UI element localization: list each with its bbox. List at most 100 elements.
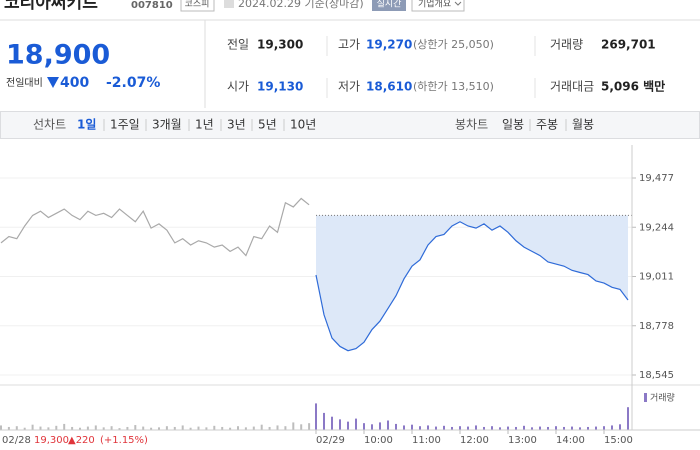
- volume-bar: [427, 425, 429, 430]
- volume-bar: [284, 426, 287, 430]
- realtime-button-box[interactable]: [372, 0, 406, 11]
- volume-bar: [555, 426, 557, 430]
- calendar-icon: [224, 0, 234, 8]
- volume-bar: [579, 427, 581, 430]
- volume-bar: [150, 427, 153, 430]
- volume-bar: [134, 425, 137, 430]
- stat-label: 전일: [227, 38, 249, 52]
- volume-bar: [126, 426, 129, 430]
- volume-bar: [39, 426, 42, 430]
- volume-bar: [611, 425, 613, 430]
- tab[interactable]: 1주일: [110, 118, 140, 132]
- footer-close: 19,300: [34, 435, 69, 446]
- stat-label: 거래량: [550, 38, 583, 52]
- stat-note: (하한가 13,510): [413, 79, 494, 93]
- tab[interactable]: 일봉: [502, 118, 524, 132]
- tab[interactable]: 월봉: [572, 118, 594, 132]
- price-change-pct: -2.07%: [106, 75, 160, 91]
- stat-note: (상한가 25,050): [413, 38, 494, 51]
- tab[interactable]: 1년: [195, 118, 214, 132]
- stat-value: 19,300: [257, 38, 303, 52]
- volume-bar: [55, 425, 58, 430]
- volume-bar: [371, 424, 373, 430]
- stat-value: 19,270: [366, 38, 412, 52]
- tab[interactable]: 3개월: [152, 118, 182, 132]
- volume-bar: [244, 427, 247, 430]
- x-tick-label: 11:00: [412, 435, 441, 446]
- volume-bar: [467, 426, 469, 430]
- tab[interactable]: 1일: [77, 118, 96, 132]
- change-label: 전일대비: [6, 77, 43, 89]
- volume-bar: [619, 424, 621, 430]
- volume-bar: [118, 428, 121, 430]
- volume-bar: [459, 426, 461, 430]
- volume-bar: [483, 426, 485, 430]
- volume-bar: [276, 425, 279, 430]
- tab[interactable]: 10년: [290, 118, 316, 132]
- volume-bar: [142, 426, 145, 430]
- volume-bar: [411, 424, 413, 430]
- volume-bar: [603, 426, 605, 430]
- x-tick-label: 02/29: [316, 435, 345, 446]
- y-tick-label: 19,011: [639, 272, 674, 283]
- volume-bar: [71, 426, 74, 430]
- volume-bar: [595, 426, 597, 430]
- stat-label: 시가: [227, 80, 249, 94]
- volume-bar: [15, 426, 18, 430]
- volume-bar: [197, 426, 200, 430]
- volume-bar: [213, 425, 216, 430]
- volume-bar: [181, 425, 184, 430]
- stat-value: 19,130: [257, 80, 303, 94]
- volume-bar: [331, 416, 333, 430]
- tab-group-label: 봉차트: [455, 118, 488, 132]
- tab[interactable]: 5년: [258, 118, 277, 132]
- footer-pct: (+1.15%): [100, 435, 148, 446]
- volume-bar: [499, 427, 501, 430]
- tab[interactable]: 3년: [227, 118, 246, 132]
- base-date: 2024.02.29 기준(장마감): [238, 0, 364, 10]
- volume-bar: [0, 425, 2, 430]
- volume-bar: [268, 426, 271, 430]
- stock-name: 코리아써키트: [4, 0, 98, 13]
- volume-bar: [347, 421, 349, 430]
- price-change: 400: [60, 75, 89, 91]
- tab-bar: [0, 111, 700, 139]
- area-fill: [316, 215, 628, 351]
- volume-bar: [523, 425, 525, 430]
- volume-bar: [515, 426, 517, 430]
- volume-bar: [539, 426, 541, 430]
- volume-bar: [571, 426, 573, 430]
- volume-bar: [63, 423, 66, 430]
- stock-code: 007810: [131, 0, 173, 11]
- volume-bar: [292, 422, 295, 430]
- footer-change: ▲220: [68, 435, 95, 446]
- volume-bar: [507, 426, 509, 430]
- tab[interactable]: 주봉: [536, 118, 558, 132]
- volume-bar: [158, 427, 160, 430]
- company-button[interactable]: 기업개요: [418, 0, 451, 10]
- volume-bar: [300, 424, 303, 430]
- volume-bar: [221, 426, 224, 430]
- y-tick-label: 18,778: [639, 321, 674, 332]
- stat-value: 18,610: [366, 80, 412, 94]
- volume-bar: [189, 427, 192, 430]
- price-line: [0, 197, 310, 257]
- volume-bar: [531, 427, 533, 430]
- volume-bar: [339, 419, 341, 430]
- y-tick-label: 19,477: [639, 173, 674, 184]
- realtime-button[interactable]: 실시간: [377, 0, 402, 10]
- volume-bar: [355, 418, 357, 430]
- volume-bar: [627, 407, 629, 430]
- legend-swatch: [644, 393, 647, 402]
- volume-bar: [387, 420, 389, 430]
- volume-bar: [443, 425, 445, 430]
- y-tick-label: 19,244: [639, 222, 674, 233]
- company-button-box[interactable]: [411, 0, 465, 12]
- x-tick-label: 12:00: [460, 435, 489, 446]
- volume-bar: [491, 426, 493, 430]
- stat-value: 5,096 백만: [601, 79, 665, 94]
- footer-date: 02/28: [2, 435, 31, 446]
- volume-bar: [587, 426, 589, 430]
- volume-bar: [47, 427, 50, 430]
